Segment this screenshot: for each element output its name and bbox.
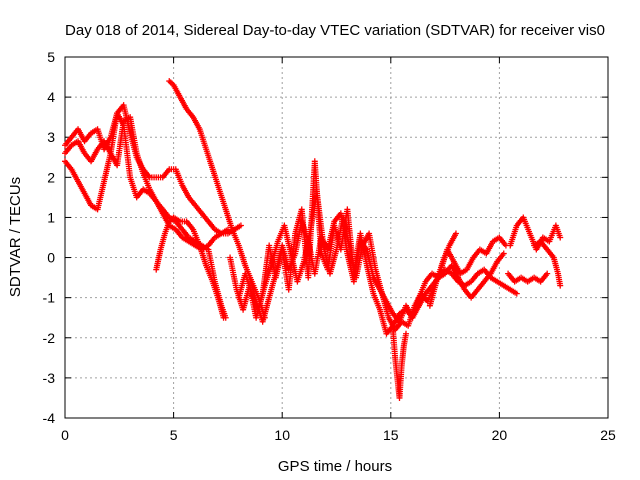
series-s9	[389, 326, 410, 401]
plot-border	[64, 56, 609, 419]
y-tick-label: -1	[43, 290, 56, 306]
x-tick-label: 25	[600, 427, 616, 443]
series-s8	[246, 210, 507, 325]
series-s10	[426, 230, 459, 309]
series-s11	[507, 214, 564, 253]
y-tick-label: -2	[43, 330, 56, 346]
y-tick-label: -4	[43, 410, 56, 426]
y-tick-label: -3	[43, 370, 56, 386]
trace-markers	[63, 103, 243, 237]
series-s12	[505, 270, 551, 285]
tick-labels: 0 5 10 15 20 25 -4 -3 -2 -1 0 1 2 3 4 5	[43, 49, 616, 443]
y-tick-label: 4	[47, 89, 55, 105]
trace-markers	[390, 328, 409, 399]
y-tick-label: 0	[47, 250, 55, 266]
trace-markers	[247, 212, 506, 324]
x-tick-label: 5	[170, 427, 178, 443]
trace-markers	[506, 272, 549, 284]
x-tick-label: 15	[383, 427, 399, 443]
y-tick-label: 2	[47, 169, 55, 185]
series-s13	[531, 238, 564, 289]
y-tick-label: 3	[47, 129, 55, 145]
axis-ticks	[64, 56, 609, 419]
series-s3	[62, 102, 244, 237]
trace-markers	[532, 239, 563, 287]
x-tick-label: 10	[274, 427, 290, 443]
data-points	[62, 78, 564, 401]
trace-markers	[153, 215, 227, 319]
series-s5	[153, 214, 227, 321]
series-s2	[62, 114, 231, 253]
y-tick-label: 1	[47, 209, 55, 225]
x-tick-label: 20	[492, 427, 508, 443]
series-s4	[166, 78, 268, 321]
chart-title: Day 018 of 2014, Sidereal Day-to-day VTE…	[65, 22, 605, 39]
x-tick-label: 0	[61, 427, 69, 443]
x-axis-label: GPS time / hours	[278, 458, 392, 475]
trace-markers	[507, 216, 563, 251]
trace-markers	[427, 232, 459, 307]
y-axis-label: SDTVAR / TECUs	[7, 177, 24, 297]
y-tick-label: 5	[47, 49, 55, 65]
